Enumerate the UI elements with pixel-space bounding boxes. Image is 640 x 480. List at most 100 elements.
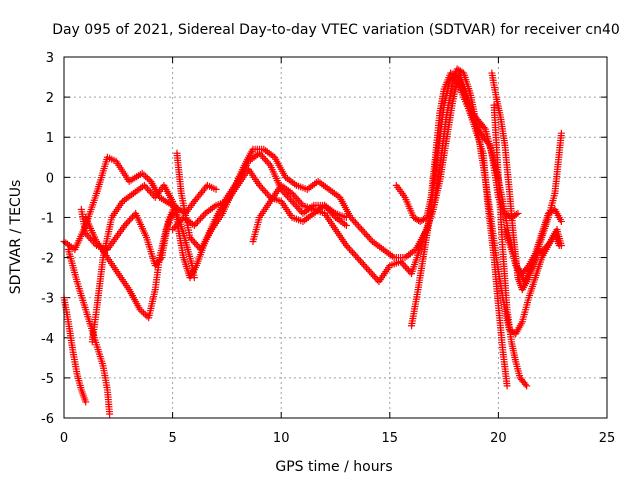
data-point [195, 216, 203, 224]
data-point [557, 242, 565, 250]
data-marks [60, 65, 565, 418]
x-tick-label: 0 [60, 431, 68, 446]
data-point [290, 191, 298, 199]
data-point [484, 140, 492, 148]
data-point [141, 311, 149, 319]
x-tick-label: 5 [168, 431, 176, 446]
data-point [288, 189, 296, 197]
data-point [263, 190, 271, 198]
data-point [403, 264, 411, 272]
data-point [88, 236, 96, 244]
x-tick-label: 25 [599, 431, 616, 446]
data-point [352, 252, 360, 260]
y-axis-label: SDTVAR / TECUs [8, 180, 24, 295]
data-point [291, 193, 299, 201]
data-point [296, 206, 304, 214]
data-point [265, 160, 273, 168]
data-point [354, 222, 362, 230]
data-point [480, 124, 488, 132]
data-point [259, 153, 267, 161]
data-point [364, 232, 372, 240]
data-point [361, 229, 369, 237]
axis-ticks: 0 5 10 15 20 25 -6 -5 -4 -3 -2 -1 0 1 2 3 [41, 51, 615, 446]
data-point [557, 129, 565, 137]
data-point [189, 237, 197, 245]
data-point [350, 250, 358, 258]
data-point [285, 194, 293, 202]
data-point [287, 196, 295, 204]
series-track-13 [490, 101, 531, 390]
data-point [370, 272, 378, 280]
data-point [398, 259, 406, 267]
y-tick-label: -3 [41, 292, 54, 307]
data-point [140, 171, 148, 179]
y-tick-label: -5 [41, 372, 54, 387]
data-point [121, 221, 129, 229]
data-point [106, 410, 114, 418]
data-point [198, 213, 206, 221]
y-tick-label: 3 [46, 51, 54, 66]
data-point [188, 235, 196, 243]
data-point [347, 247, 355, 255]
data-point [191, 239, 199, 247]
data-point [401, 263, 409, 271]
data-point [294, 196, 302, 204]
data-point [197, 215, 205, 223]
data-point [397, 258, 405, 266]
data-point [359, 260, 367, 268]
data-point [143, 185, 151, 193]
data-point [353, 254, 361, 262]
data-point [342, 221, 350, 229]
data-point [148, 190, 156, 198]
data-point [260, 187, 268, 195]
data-point [288, 197, 296, 205]
x-tick-label: 15 [382, 431, 399, 446]
data-point [83, 231, 91, 239]
y-tick-label: -1 [41, 211, 54, 226]
data-point [350, 217, 358, 225]
data-point [169, 225, 177, 233]
data-point [545, 239, 553, 247]
data-point [359, 227, 367, 235]
y-tick-label: -4 [41, 332, 54, 347]
data-point [400, 261, 408, 269]
data-point [173, 220, 181, 228]
data-point [362, 231, 370, 239]
data-point [364, 266, 372, 274]
data-point [175, 219, 183, 227]
data-point [170, 224, 178, 232]
data-point [353, 220, 361, 228]
data-point [523, 382, 531, 390]
data-point [143, 174, 151, 182]
data-point [262, 188, 270, 196]
data-point [512, 210, 520, 218]
data-point [260, 154, 268, 162]
data-point [186, 234, 194, 241]
data-point [404, 266, 412, 274]
data-point [124, 218, 132, 226]
data-point [257, 183, 265, 191]
data-point [176, 217, 184, 225]
data-point [294, 204, 302, 212]
data-point [200, 211, 208, 219]
series-track-14 [501, 225, 565, 286]
data-point [344, 243, 352, 251]
data-point [262, 156, 270, 164]
y-tick-label: -2 [41, 252, 54, 267]
data-point [367, 236, 375, 244]
data-point [129, 213, 137, 221]
data-point [282, 191, 290, 199]
data-point [86, 235, 94, 243]
data-point [369, 271, 377, 279]
data-point [347, 213, 355, 221]
data-point [255, 181, 263, 189]
chart-title: Day 095 of 2021, Sidereal Day-to-day VTE… [52, 22, 620, 38]
data-point [190, 221, 198, 229]
series-track-10 [392, 69, 511, 390]
y-tick-label: -6 [41, 412, 54, 427]
data-point [291, 201, 299, 209]
y-tick-label: 1 [46, 131, 54, 146]
data-point [263, 158, 271, 166]
data-point [127, 215, 135, 223]
plot-frame [63, 56, 608, 419]
